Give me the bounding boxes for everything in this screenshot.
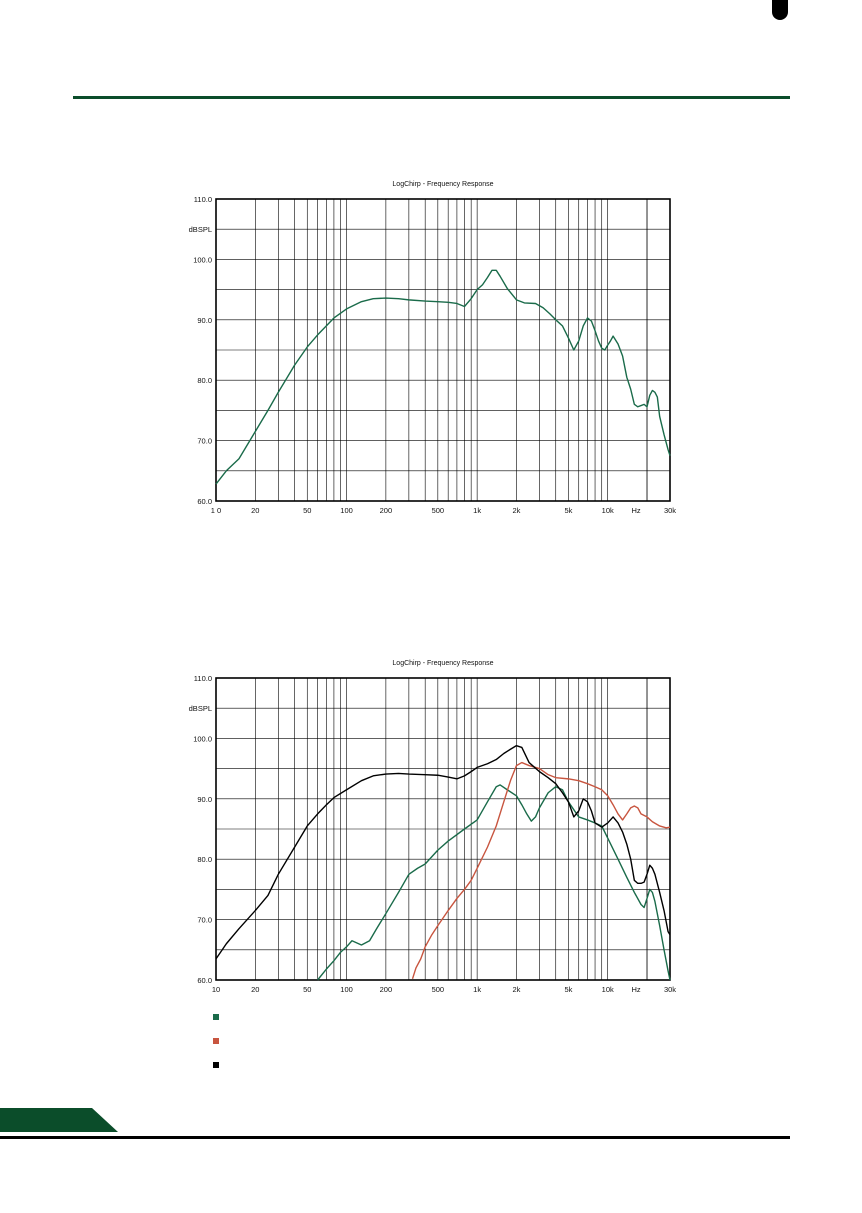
y-tick-label: 70.0 [197, 916, 212, 925]
y-tick-label: 90.0 [197, 795, 212, 804]
x-tick-label: 50 [303, 506, 311, 515]
chart-2-svg: LogChirp - Frequency Response 110.0 100.0 9… [189, 660, 677, 994]
series-line-2 [411, 761, 671, 980]
x-tick-label: 100 [340, 985, 353, 994]
legend-swatch-red [213, 1038, 219, 1044]
x-axis-unit-label: Hz [632, 985, 641, 994]
legend-swatch-green [213, 1014, 219, 1020]
x-tick-label: 500 [432, 985, 445, 994]
y-tick-label: 110.0 [194, 674, 212, 683]
header-rule [73, 96, 790, 99]
plot-frame [215, 198, 671, 502]
y-tick-label: 110.0 [194, 195, 212, 204]
chart-2-legend [213, 1005, 219, 1077]
legend-swatch-black [213, 1062, 219, 1068]
y-axis-label: dBSPL [189, 225, 212, 234]
x-tick-label: 1k [473, 506, 481, 515]
chart-1-svg: LogChirp - Frequency Response 110.0 100.0 9… [189, 181, 677, 515]
legend-item-red [213, 1029, 219, 1053]
y-tick-label: 80.0 [197, 855, 212, 864]
x-tick-label: 5k [564, 506, 572, 515]
y-tick-label: 90.0 [197, 316, 212, 325]
y-tick-label: 100.0 [193, 255, 212, 264]
x-tick-label: 1 0 [211, 506, 221, 515]
legend-item-green [213, 1005, 219, 1029]
chart-title: LogChirp - Frequency Response [392, 181, 493, 188]
y-axis-label: dBSPL [189, 704, 212, 713]
y-tick-label: 60.0 [197, 497, 212, 506]
x-tick-label: 30k [664, 506, 676, 515]
x-tick-label: 50 [303, 985, 311, 994]
x-tick-label: 1k [473, 985, 481, 994]
y-tick-label: 100.0 [193, 734, 212, 743]
legend-item-black [213, 1053, 219, 1077]
x-tick-label: 10k [602, 985, 614, 994]
x-tick-label: 2k [512, 985, 520, 994]
frequency-response-chart-1: LogChirp - Frequency Response 110.0 100.0 9… [150, 173, 710, 518]
footer-tab-shape [0, 1108, 118, 1132]
x-tick-label: 20 [251, 985, 259, 994]
x-tick-label: 10k [602, 506, 614, 515]
series-line-1 [317, 784, 671, 981]
y-tick-label: 70.0 [197, 437, 212, 446]
y-tick-label: 60.0 [197, 976, 212, 985]
x-tick-label: 200 [380, 506, 393, 515]
series-line-3 [215, 744, 671, 960]
footer-rule [0, 1136, 790, 1139]
series-line-1 [215, 269, 671, 485]
chart-title: LogChirp - Frequency Response [392, 660, 493, 667]
x-tick-label: 100 [340, 506, 353, 515]
y-tick-label: 80.0 [197, 376, 212, 385]
frequency-response-chart-2: LogChirp - Frequency Response 110.0 100.0 9… [150, 652, 710, 997]
x-tick-label: 20 [251, 506, 259, 515]
x-tick-label: 200 [380, 985, 393, 994]
x-tick-label: 30k [664, 985, 676, 994]
x-tick-label: 10 [212, 985, 220, 994]
x-axis-unit-label: Hz [632, 506, 641, 515]
x-tick-label: 500 [432, 506, 445, 515]
x-tick-label: 5k [564, 985, 572, 994]
x-tick-label: 2k [512, 506, 520, 515]
page-corner-mark [772, 0, 788, 20]
plot-frame [215, 677, 671, 981]
